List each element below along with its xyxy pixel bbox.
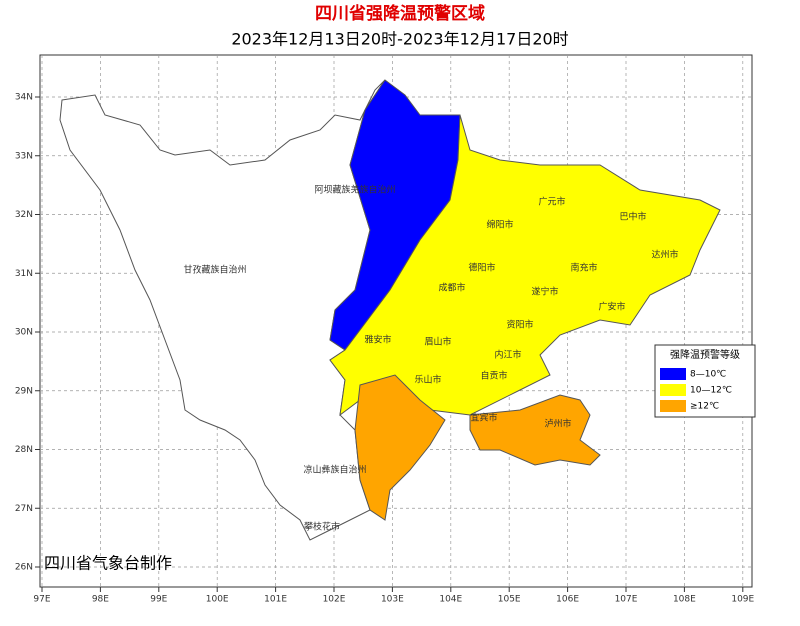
region-orange: [354, 374, 446, 521]
legend-swatch: [660, 400, 686, 412]
place-label: 攀枝花市: [304, 521, 340, 533]
x-tick-label: 101E: [264, 595, 287, 605]
x-tick-label: 97E: [33, 595, 50, 605]
place-label: 成都市: [438, 282, 465, 294]
legend-title: 强降温预警等级: [670, 348, 740, 361]
x-tick-label: 104E: [439, 595, 462, 605]
y-tick-label: 28N: [15, 445, 33, 455]
place-label: 巴中市: [619, 211, 646, 223]
place-labels: 阿坝藏族羌族自治州 甘孜藏族自治州 凉山彝族自治州 攀枝花市 雅安市 眉山市 乐…: [183, 184, 678, 533]
place-label: 内江市: [494, 349, 521, 361]
x-tick-label: 98E: [92, 595, 109, 605]
subtitle: 2023年12月13日20时-2023年12月17日20时: [231, 30, 568, 49]
place-label: 自贡市: [480, 370, 507, 382]
x-tick-label: 99E: [150, 595, 167, 605]
legend-swatch: [660, 384, 686, 396]
x-tick-label: 102E: [323, 595, 346, 605]
y-tick-label: 26N: [15, 563, 33, 573]
legend-label: 8—10℃: [690, 370, 726, 380]
place-label: 乐山市: [414, 374, 441, 386]
x-tick-label: 100E: [206, 595, 229, 605]
legend-label: 10—12℃: [690, 386, 732, 396]
place-label: 绵阳市: [486, 219, 513, 231]
credit: 四川省气象台制作: [44, 554, 172, 573]
place-label: 德阳市: [468, 262, 495, 274]
x-tick-label: 108E: [673, 595, 696, 605]
x-tick-label: 106E: [556, 595, 579, 605]
place-label: 甘孜藏族自治州: [183, 264, 246, 276]
region-orange: [469, 394, 601, 466]
region-yellow: [329, 114, 721, 417]
place-label: 广元市: [538, 196, 565, 208]
place-label: 泸州市: [544, 418, 571, 430]
legend-swatch: [660, 368, 686, 380]
place-label: 南充市: [570, 262, 597, 274]
y-tick-label: 30N: [15, 328, 33, 338]
place-label: 达州市: [651, 249, 678, 261]
place-label: 雅安市: [364, 334, 391, 346]
legend: 8—10℃ 10—12℃ ≥12℃: [660, 368, 732, 412]
place-label: 凉山彝族自治州: [303, 464, 366, 476]
y-tick-label: 27N: [15, 504, 33, 514]
title: 四川省强降温预警区域: [315, 3, 485, 24]
x-tick-label: 107E: [615, 595, 638, 605]
map-frame: [39, 54, 753, 588]
place-label: 遂宁市: [531, 286, 558, 298]
place-label: 宜宾市: [470, 412, 497, 424]
x-tick-label: 105E: [498, 595, 521, 605]
place-label: 阿坝藏族羌族自治州: [314, 184, 395, 196]
place-label: 资阳市: [506, 319, 533, 331]
y-tick-label: 33N: [15, 151, 33, 161]
y-tick-label: 31N: [15, 269, 33, 279]
y-tick-label: 29N: [15, 386, 33, 396]
y-tick-label: 34N: [15, 93, 33, 103]
place-label: 眉山市: [424, 336, 451, 348]
y-tick-label: 32N: [15, 210, 33, 220]
legend-label: ≥12℃: [690, 402, 719, 412]
place-label: 广安市: [598, 301, 625, 313]
x-tick-label: 103E: [381, 595, 404, 605]
x-tick-label: 109E: [731, 595, 754, 605]
